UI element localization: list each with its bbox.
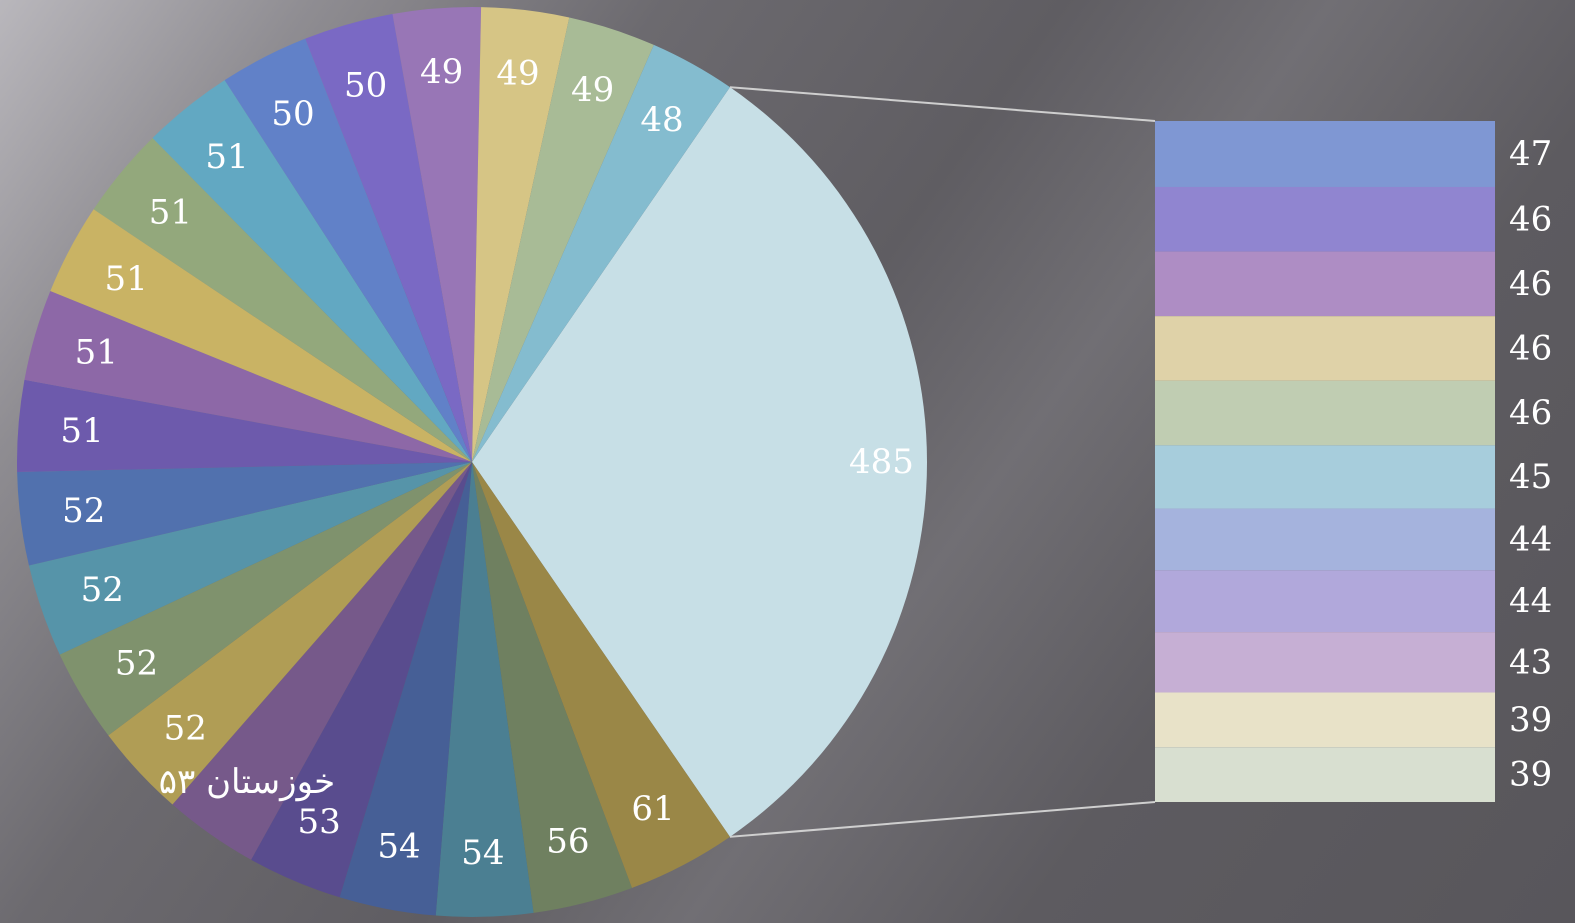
bar-segment-label: 45 [1509,457,1552,497]
bar-segment-label: 39 [1509,700,1552,740]
connector-line-top [729,86,1156,122]
bar-segments [1155,121,1495,802]
pie-slice-label: 50 [344,65,387,105]
bar-segment [1155,508,1495,571]
bar-segment [1155,632,1495,693]
pie-slice [472,7,570,462]
bar-segment-label: 43 [1509,642,1552,682]
pie-slice [251,462,472,898]
pie-slice [24,291,472,462]
pie-slice [339,462,472,916]
pie-slice [305,14,472,462]
pie-slice-label: 61 [631,789,674,829]
connector-line-bottom [729,801,1156,838]
bar-segment [1155,445,1495,509]
pie-slice [93,138,472,462]
pie-slice-label: 54 [377,826,420,866]
bar-segment-label: 39 [1509,755,1552,795]
pie-slice [224,38,472,463]
pie-slice [59,462,473,736]
bar-segment-label: 47 [1509,134,1552,174]
bar-segment [1155,692,1495,748]
bar-segment [1155,570,1495,633]
pie-slice [50,209,472,462]
pie-slice [28,462,472,655]
pie-slice-label: 485 [849,442,914,482]
pie-slice-label: 52 [115,643,158,683]
bar-segment-label: 46 [1509,328,1552,368]
pie-slice-label: 52 [81,570,124,610]
pie-slice [472,462,632,913]
pie-slice [392,6,482,462]
bar-segment [1155,251,1495,317]
bar-segment [1155,186,1495,252]
bar-segment [1155,121,1495,187]
bar-segment-label: 46 [1509,199,1552,239]
pie-slice-label: 49 [571,70,614,110]
pie-slice [152,80,473,463]
pie-slice-label: 51 [149,193,192,233]
bar-segment [1155,380,1495,446]
pie-slice-label: 52 [164,708,207,748]
pie-slice-label: 56 [546,821,589,861]
bar-segment [1155,747,1495,802]
pie-slice [17,379,473,472]
pie-slice-label: 50 [271,94,314,134]
pie-slice [172,462,472,860]
pie-slice [472,462,730,888]
bar-segment [1155,316,1495,381]
pie-slice-label: 52 [62,491,105,531]
pie-slice-label: 48 [640,100,683,140]
pie-slice-label: 51 [205,137,248,177]
bar-segment-label: 46 [1509,393,1552,433]
pie-slice [435,462,534,917]
pie-slice-label: 51 [105,259,148,299]
pie-slices [17,6,928,917]
pie-slice [17,462,473,566]
bar-segment-label: 44 [1509,519,1552,559]
bar-segment-label: 44 [1509,581,1552,621]
pie-slice-label: 49 [496,53,539,93]
pie-slice-label: خوزستان ۵۳ [159,762,335,802]
pie-slice-label: 51 [75,333,118,373]
pie-slice-label: 53 [298,802,341,842]
pie-slice [108,462,473,805]
bar-labels: 47 46 46 46 46 45 44 44 43 39 39 [1509,134,1552,795]
pie-slice [472,87,928,837]
pie-slice-label: 49 [420,52,463,92]
pie-slice-label: 51 [60,411,103,451]
pie-slice [472,17,654,462]
pie-slice-label: 54 [461,833,504,873]
connector-lines [729,86,1156,838]
pie-slice [472,44,730,462]
bar-segment-label: 46 [1509,264,1552,304]
